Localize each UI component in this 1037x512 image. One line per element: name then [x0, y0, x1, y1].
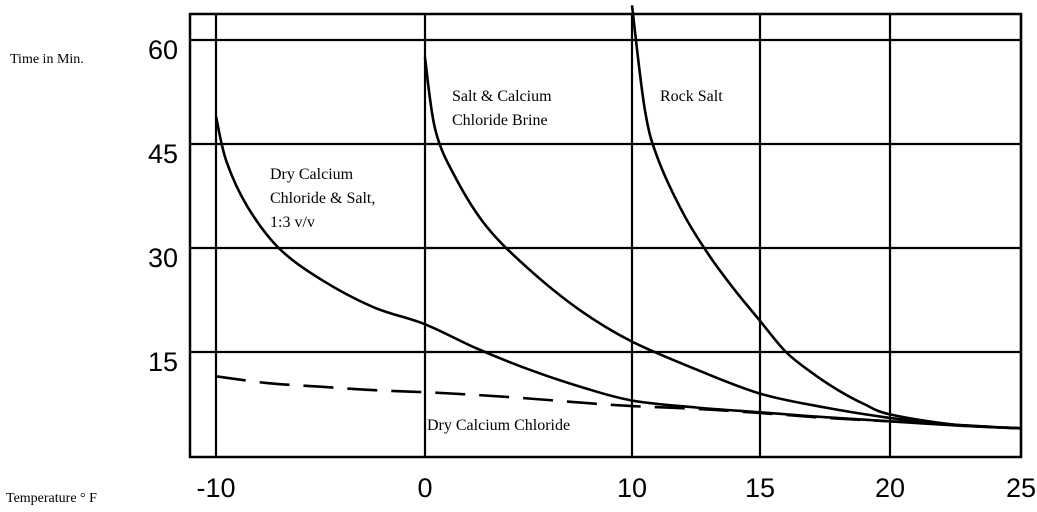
series-line-dry-calcium-chloride-and-salt: [214, 116, 1022, 430]
grid: [190, 14, 1023, 457]
plot-frame: [188, 12, 1023, 459]
series-line-rock-salt: [630, 5, 1022, 430]
curves: [214, 5, 1022, 430]
series-line-dry-calcium-chloride: [215, 375, 1022, 430]
y-tick-label: 60: [148, 35, 178, 65]
x-axis-label: Temperature ° F: [6, 491, 97, 506]
series-line-salt-calcium-chloride-brine: [423, 57, 1022, 430]
y-axis-label: Time in Min.: [10, 52, 84, 67]
series-labels: Dry Calcium Chloride & Salt, 1:3 v/v Salt &…: [270, 88, 723, 434]
x-tick-label: -10: [196, 473, 235, 503]
series-label-salt-calcium-chloride-brine: Salt & Calcium Chloride Brine: [452, 88, 552, 129]
series-label-dry-calcium-chloride: Dry Calcium Chloride: [427, 417, 570, 434]
y-tick-label: 15: [148, 347, 178, 377]
x-tick-label: 25: [1006, 473, 1036, 503]
y-tick-label: 45: [148, 139, 178, 169]
x-tick-label: 15: [745, 473, 775, 503]
x-tick-label: 0: [417, 473, 432, 503]
x-tick-label: 10: [617, 473, 647, 503]
series-label-dry-calcium-chloride-and-salt: Dry Calcium Chloride & Salt, 1:3 v/v: [270, 166, 375, 231]
y-tick-label: 30: [148, 243, 178, 273]
series-label-rock-salt: Rock Salt: [660, 88, 723, 105]
ticks: -10 0 10 15 20 25 60 45 30 15: [148, 35, 1036, 503]
x-tick-label: 20: [875, 473, 905, 503]
